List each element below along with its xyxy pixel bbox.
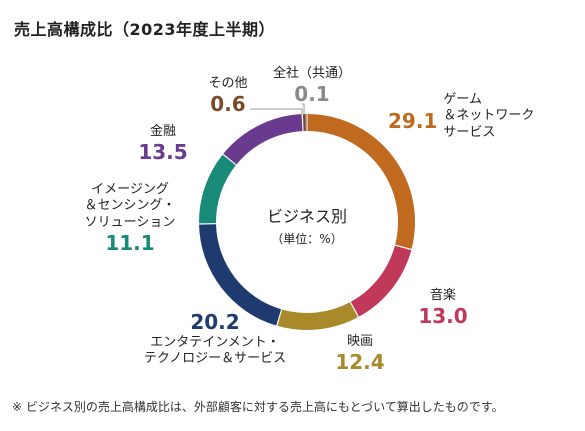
slice-label-0: 29.1 ゲーム ＆ネットワーク サービス [388, 92, 548, 141]
slice-label-2: 映画 12.4 [320, 334, 400, 375]
slice-value-0: 29.1 [388, 108, 438, 133]
center-unit: （単位：%） [271, 231, 342, 246]
leader-line-0 [250, 108, 303, 114]
slice-value-1: 13.0 [418, 304, 468, 329]
slice-value-2: 12.4 [335, 350, 385, 375]
slice-value-3: 20.2 [190, 310, 240, 334]
slice-value-4: 11.1 [105, 230, 155, 255]
slice-value-5: 13.5 [138, 140, 188, 165]
center-title: ビジネス別 [267, 207, 347, 226]
donut-slice-4 [199, 154, 236, 224]
donut-slice-6 [302, 114, 306, 132]
slice-name-4: イメージング ＆センシング・ ソリューション [84, 182, 176, 230]
slice-label-1: 音楽 13.0 [388, 288, 498, 329]
slice-label-3: 20.2 エンタテインメント・ テクノロジー＆サービス [120, 310, 310, 368]
slice-value-6: 0.6 [210, 92, 246, 117]
slice-name-6: その他 [208, 76, 248, 91]
slice-name-5: 金融 [149, 124, 176, 139]
donut-slice-2 [277, 302, 358, 330]
donut-slice-1 [350, 245, 412, 317]
slice-name-7: 全社（共通） [272, 66, 351, 81]
slice-label-4: イメージング ＆センシング・ ソリューション 11.1 [60, 182, 200, 256]
donut-slice-7 [306, 113, 308, 132]
slice-label-5: 金融 13.5 [118, 124, 208, 165]
footnote: ※ ビジネス別の売上高構成比は、外部顧客に対する売上高にもとづいて算出したもので… [12, 400, 504, 414]
slice-name-2: 映画 [346, 334, 373, 349]
chart-title: 売上高構成比（2023年度上半期） [14, 20, 276, 39]
donut-slice-3 [199, 224, 282, 326]
leader-line-1 [302, 103, 305, 114]
slice-label-6: その他 0.6 [193, 76, 263, 117]
slice-name-3: エンタテインメント・ テクノロジー＆サービス [143, 335, 287, 367]
slice-value-7: 0.1 [294, 82, 330, 107]
donut-slice-0 [307, 114, 416, 249]
slice-name-1: 音楽 [429, 288, 456, 303]
slice-label-7: 全社（共通） 0.1 [262, 66, 362, 107]
donut-slice-5 [223, 114, 303, 165]
slice-name-0: ゲーム ＆ネットワーク サービス [443, 92, 535, 140]
